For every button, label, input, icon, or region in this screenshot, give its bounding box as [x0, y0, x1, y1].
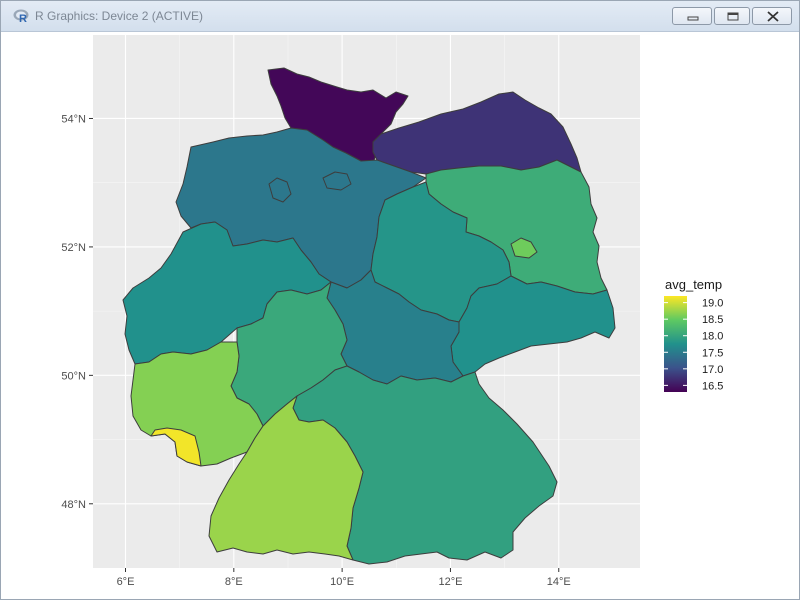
- legend: avg_temp 19.0 18.5 18.0 17.5 17.0 16.5: [664, 277, 723, 392]
- y-tick-label: 52°N: [61, 242, 86, 254]
- maximize-button[interactable]: [714, 7, 750, 25]
- x-tick-label: 6°E: [117, 576, 135, 588]
- legend-breaks: 19.0 18.5 18.0 17.5 17.0 16.5: [664, 298, 723, 392]
- region-hamburg: [322, 171, 352, 191]
- legend-break-label: 18.0: [702, 331, 723, 343]
- svg-text:R: R: [19, 13, 27, 23]
- x-tick-label: 12°E: [438, 576, 462, 588]
- legend-title: avg_temp: [665, 277, 722, 292]
- close-button[interactable]: [752, 7, 792, 25]
- minimize-button[interactable]: [672, 7, 712, 25]
- region-schleswig-holstein: [267, 67, 409, 164]
- legend-break-label: 19.0: [702, 298, 723, 310]
- x-tick-label: 10°E: [330, 576, 354, 588]
- y-tick-label: 48°N: [61, 499, 86, 511]
- region-saarland: [150, 427, 202, 467]
- choropleth-chart: 6°E 8°E 10°E 12°E 14°E 48°N 50°N 52°N 54°N avg_t…: [61, 35, 723, 588]
- germany-map: [122, 67, 616, 565]
- region-berlin: [510, 237, 538, 259]
- legend-colorbar: [664, 296, 687, 392]
- maximize-icon: [727, 12, 739, 21]
- x-tick-label: 14°E: [547, 576, 571, 588]
- x-tick-label: 8°E: [225, 576, 243, 588]
- axis-ticks: 6°E 8°E 10°E 12°E 14°E 48°N 50°N 52°N 54°N: [61, 113, 570, 588]
- window-title: R Graphics: Device 2 (ACTIVE): [35, 9, 204, 23]
- minimize-icon: [687, 16, 699, 21]
- region-baden-wuerttemberg: [208, 395, 364, 561]
- legend-break-label: 16.5: [702, 380, 723, 392]
- y-tick-label: 54°N: [61, 113, 86, 125]
- r-logo-icon: R: [13, 9, 29, 23]
- legend-break-label: 17.0: [702, 364, 723, 376]
- region-bremen: [268, 177, 292, 203]
- close-icon: [767, 11, 779, 22]
- legend-break-label: 18.5: [702, 314, 723, 326]
- plot-area: 6°E 8°E 10°E 12°E 14°E 48°N 50°N 52°N 54°N avg_t…: [1, 32, 799, 599]
- legend-break-label: 17.5: [702, 347, 723, 359]
- y-tick-label: 50°N: [61, 370, 86, 382]
- title-bar[interactable]: R R Graphics: Device 2 (ACTIVE): [1, 1, 799, 32]
